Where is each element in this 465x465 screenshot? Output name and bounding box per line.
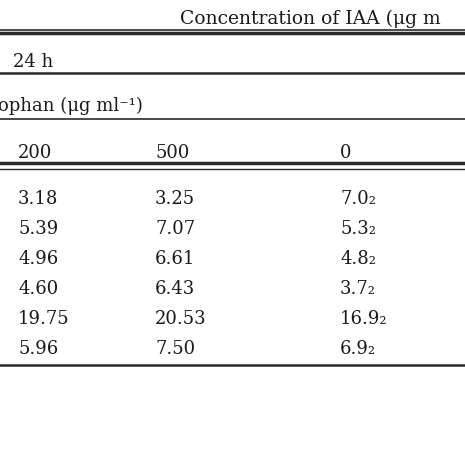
Text: Concentration of IAA (μg m: Concentration of IAA (μg m: [179, 10, 440, 28]
Text: 20.53: 20.53: [155, 310, 206, 328]
Text: 500: 500: [155, 144, 189, 162]
Text: ophan (μg ml⁻¹): ophan (μg ml⁻¹): [0, 97, 143, 115]
Text: 6.9₂: 6.9₂: [340, 340, 376, 358]
Text: 7.07: 7.07: [155, 220, 195, 238]
Text: 6.43: 6.43: [155, 280, 195, 298]
Text: 3.18: 3.18: [18, 190, 59, 208]
Text: 16.9₂: 16.9₂: [340, 310, 388, 328]
Text: 6.61: 6.61: [155, 250, 195, 268]
Text: 3.7₂: 3.7₂: [340, 280, 376, 298]
Text: 0: 0: [340, 144, 352, 162]
Text: 5.39: 5.39: [18, 220, 58, 238]
Text: 4.96: 4.96: [18, 250, 58, 268]
Text: 19.75: 19.75: [18, 310, 70, 328]
Text: 24 h: 24 h: [13, 53, 53, 71]
Text: 4.60: 4.60: [18, 280, 58, 298]
Text: 5.96: 5.96: [18, 340, 58, 358]
Text: 200: 200: [18, 144, 53, 162]
Text: 7.0₂: 7.0₂: [340, 190, 376, 208]
Text: 7.50: 7.50: [155, 340, 195, 358]
Text: 5.3₂: 5.3₂: [340, 220, 376, 238]
Text: 4.8₂: 4.8₂: [340, 250, 376, 268]
Text: 3.25: 3.25: [155, 190, 195, 208]
